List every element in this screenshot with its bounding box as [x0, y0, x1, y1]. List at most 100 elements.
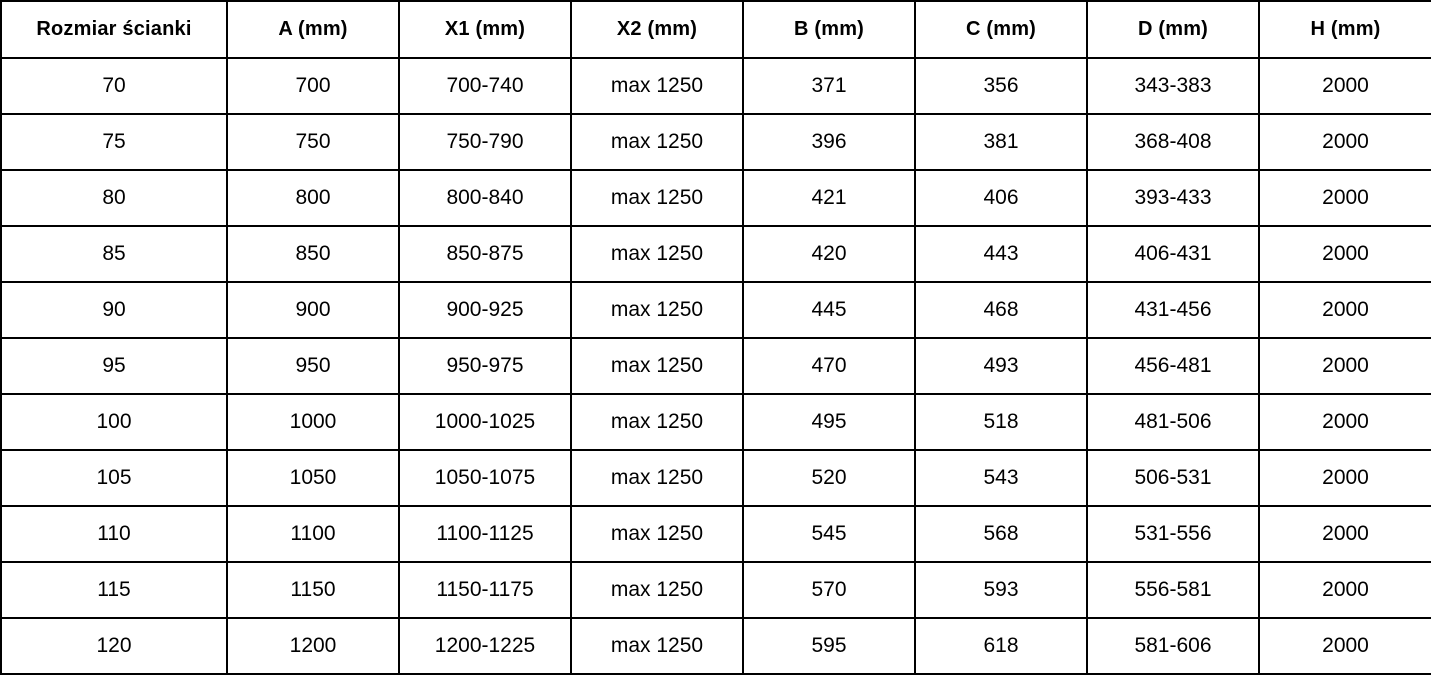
cell-wall-size: 70 [0, 57, 228, 115]
table-cell: 1200 [226, 617, 400, 675]
table-cell: 2000 [1258, 281, 1431, 339]
table-cell: 518 [914, 393, 1088, 451]
column-header-2: X1 (mm) [398, 0, 572, 59]
table-cell: 1000 [226, 393, 400, 451]
table-cell: 368-408 [1086, 113, 1260, 171]
table-cell: 406-431 [1086, 225, 1260, 283]
table-cell: 700-740 [398, 57, 572, 115]
cell-wall-size: 115 [0, 561, 228, 619]
cell-wall-size: 110 [0, 505, 228, 563]
table-cell: 1100 [226, 505, 400, 563]
table-cell: 1200-1225 [398, 617, 572, 675]
table-cell: 393-433 [1086, 169, 1260, 227]
table-row: 105 1050 1050-1075 max 1250 520 543 506-531 200… [0, 449, 1431, 507]
table-cell: 520 [742, 449, 916, 507]
table-cell: max 1250 [570, 57, 744, 115]
table-cell: 493 [914, 337, 1088, 395]
table-cell: 950 [226, 337, 400, 395]
table-cell: 2000 [1258, 169, 1431, 227]
table-cell: 545 [742, 505, 916, 563]
cell-wall-size: 90 [0, 281, 228, 339]
table-cell: 356 [914, 57, 1088, 115]
table-cell: 850-875 [398, 225, 572, 283]
table-cell: 2000 [1258, 113, 1431, 171]
table-cell: 900 [226, 281, 400, 339]
table-body: 70 700 700-740 max 1250 371 356 343-383 2000 75 7… [0, 57, 1431, 675]
column-header-6: D (mm) [1086, 0, 1260, 59]
table-cell: 2000 [1258, 225, 1431, 283]
table-cell: 570 [742, 561, 916, 619]
cell-wall-size: 85 [0, 225, 228, 283]
column-header-1: A (mm) [226, 0, 400, 59]
cell-wall-size: 100 [0, 393, 228, 451]
table-cell: 1150 [226, 561, 400, 619]
table-row: 80 800 800-840 max 1250 421 406 393-433 2000 [0, 169, 1431, 227]
cell-wall-size: 75 [0, 113, 228, 171]
table-cell: 2000 [1258, 617, 1431, 675]
table-cell: 468 [914, 281, 1088, 339]
table-cell: max 1250 [570, 505, 744, 563]
table-cell: 700 [226, 57, 400, 115]
column-header-0: Rozmiar ścianki [0, 0, 228, 59]
table-row: 110 1100 1100-1125 max 1250 545 568 531-556 200… [0, 505, 1431, 563]
table-cell: max 1250 [570, 449, 744, 507]
table-cell: 2000 [1258, 561, 1431, 619]
table-cell: 1050 [226, 449, 400, 507]
table-cell: 850 [226, 225, 400, 283]
table-cell: 581-606 [1086, 617, 1260, 675]
table-cell: 800-840 [398, 169, 572, 227]
table-cell: 750 [226, 113, 400, 171]
column-header-7: H (mm) [1258, 0, 1431, 59]
table-cell: 750-790 [398, 113, 572, 171]
table-cell: 950-975 [398, 337, 572, 395]
table-cell: 470 [742, 337, 916, 395]
table-cell: 431-456 [1086, 281, 1260, 339]
table-cell: 1050-1075 [398, 449, 572, 507]
table-cell: 396 [742, 113, 916, 171]
table-cell: 343-383 [1086, 57, 1260, 115]
table-cell: 531-556 [1086, 505, 1260, 563]
table-cell: 1100-1125 [398, 505, 572, 563]
table-cell: 420 [742, 225, 916, 283]
table-row: 120 1200 1200-1225 max 1250 595 618 581-606 200… [0, 617, 1431, 675]
table-cell: 2000 [1258, 449, 1431, 507]
table-cell: max 1250 [570, 337, 744, 395]
table-row: 115 1150 1150-1175 max 1250 570 593 556-581 200… [0, 561, 1431, 619]
table-header: Rozmiar ścianki A (mm) X1 (mm) X2 (mm) B (mm… [0, 0, 1431, 59]
table-cell: 406 [914, 169, 1088, 227]
table-row: 85 850 850-875 max 1250 420 443 406-431 2000 [0, 225, 1431, 283]
table-cell: 371 [742, 57, 916, 115]
table-cell: max 1250 [570, 281, 744, 339]
table-cell: 2000 [1258, 337, 1431, 395]
table-cell: 2000 [1258, 393, 1431, 451]
table-cell: 506-531 [1086, 449, 1260, 507]
table-row: 70 700 700-740 max 1250 371 356 343-383 2000 [0, 57, 1431, 115]
table-cell: 595 [742, 617, 916, 675]
cell-wall-size: 120 [0, 617, 228, 675]
table-cell: 900-925 [398, 281, 572, 339]
table-cell: 495 [742, 393, 916, 451]
table-cell: max 1250 [570, 225, 744, 283]
table-cell: max 1250 [570, 393, 744, 451]
table-row: 90 900 900-925 max 1250 445 468 431-456 2000 [0, 281, 1431, 339]
table-cell: 381 [914, 113, 1088, 171]
table-cell: 421 [742, 169, 916, 227]
table-cell: 443 [914, 225, 1088, 283]
table-row: 95 950 950-975 max 1250 470 493 456-481 2000 [0, 337, 1431, 395]
table-cell: 543 [914, 449, 1088, 507]
table-cell: 1150-1175 [398, 561, 572, 619]
column-header-4: B (mm) [742, 0, 916, 59]
cell-wall-size: 105 [0, 449, 228, 507]
table-cell: 1000-1025 [398, 393, 572, 451]
table-cell: 556-581 [1086, 561, 1260, 619]
table-cell: max 1250 [570, 617, 744, 675]
table-cell: 593 [914, 561, 1088, 619]
cell-wall-size: 95 [0, 337, 228, 395]
table-header-row: Rozmiar ścianki A (mm) X1 (mm) X2 (mm) B (mm… [0, 0, 1431, 59]
table-cell: 481-506 [1086, 393, 1260, 451]
table-cell: 2000 [1258, 57, 1431, 115]
column-header-5: C (mm) [914, 0, 1088, 59]
table-cell: max 1250 [570, 169, 744, 227]
